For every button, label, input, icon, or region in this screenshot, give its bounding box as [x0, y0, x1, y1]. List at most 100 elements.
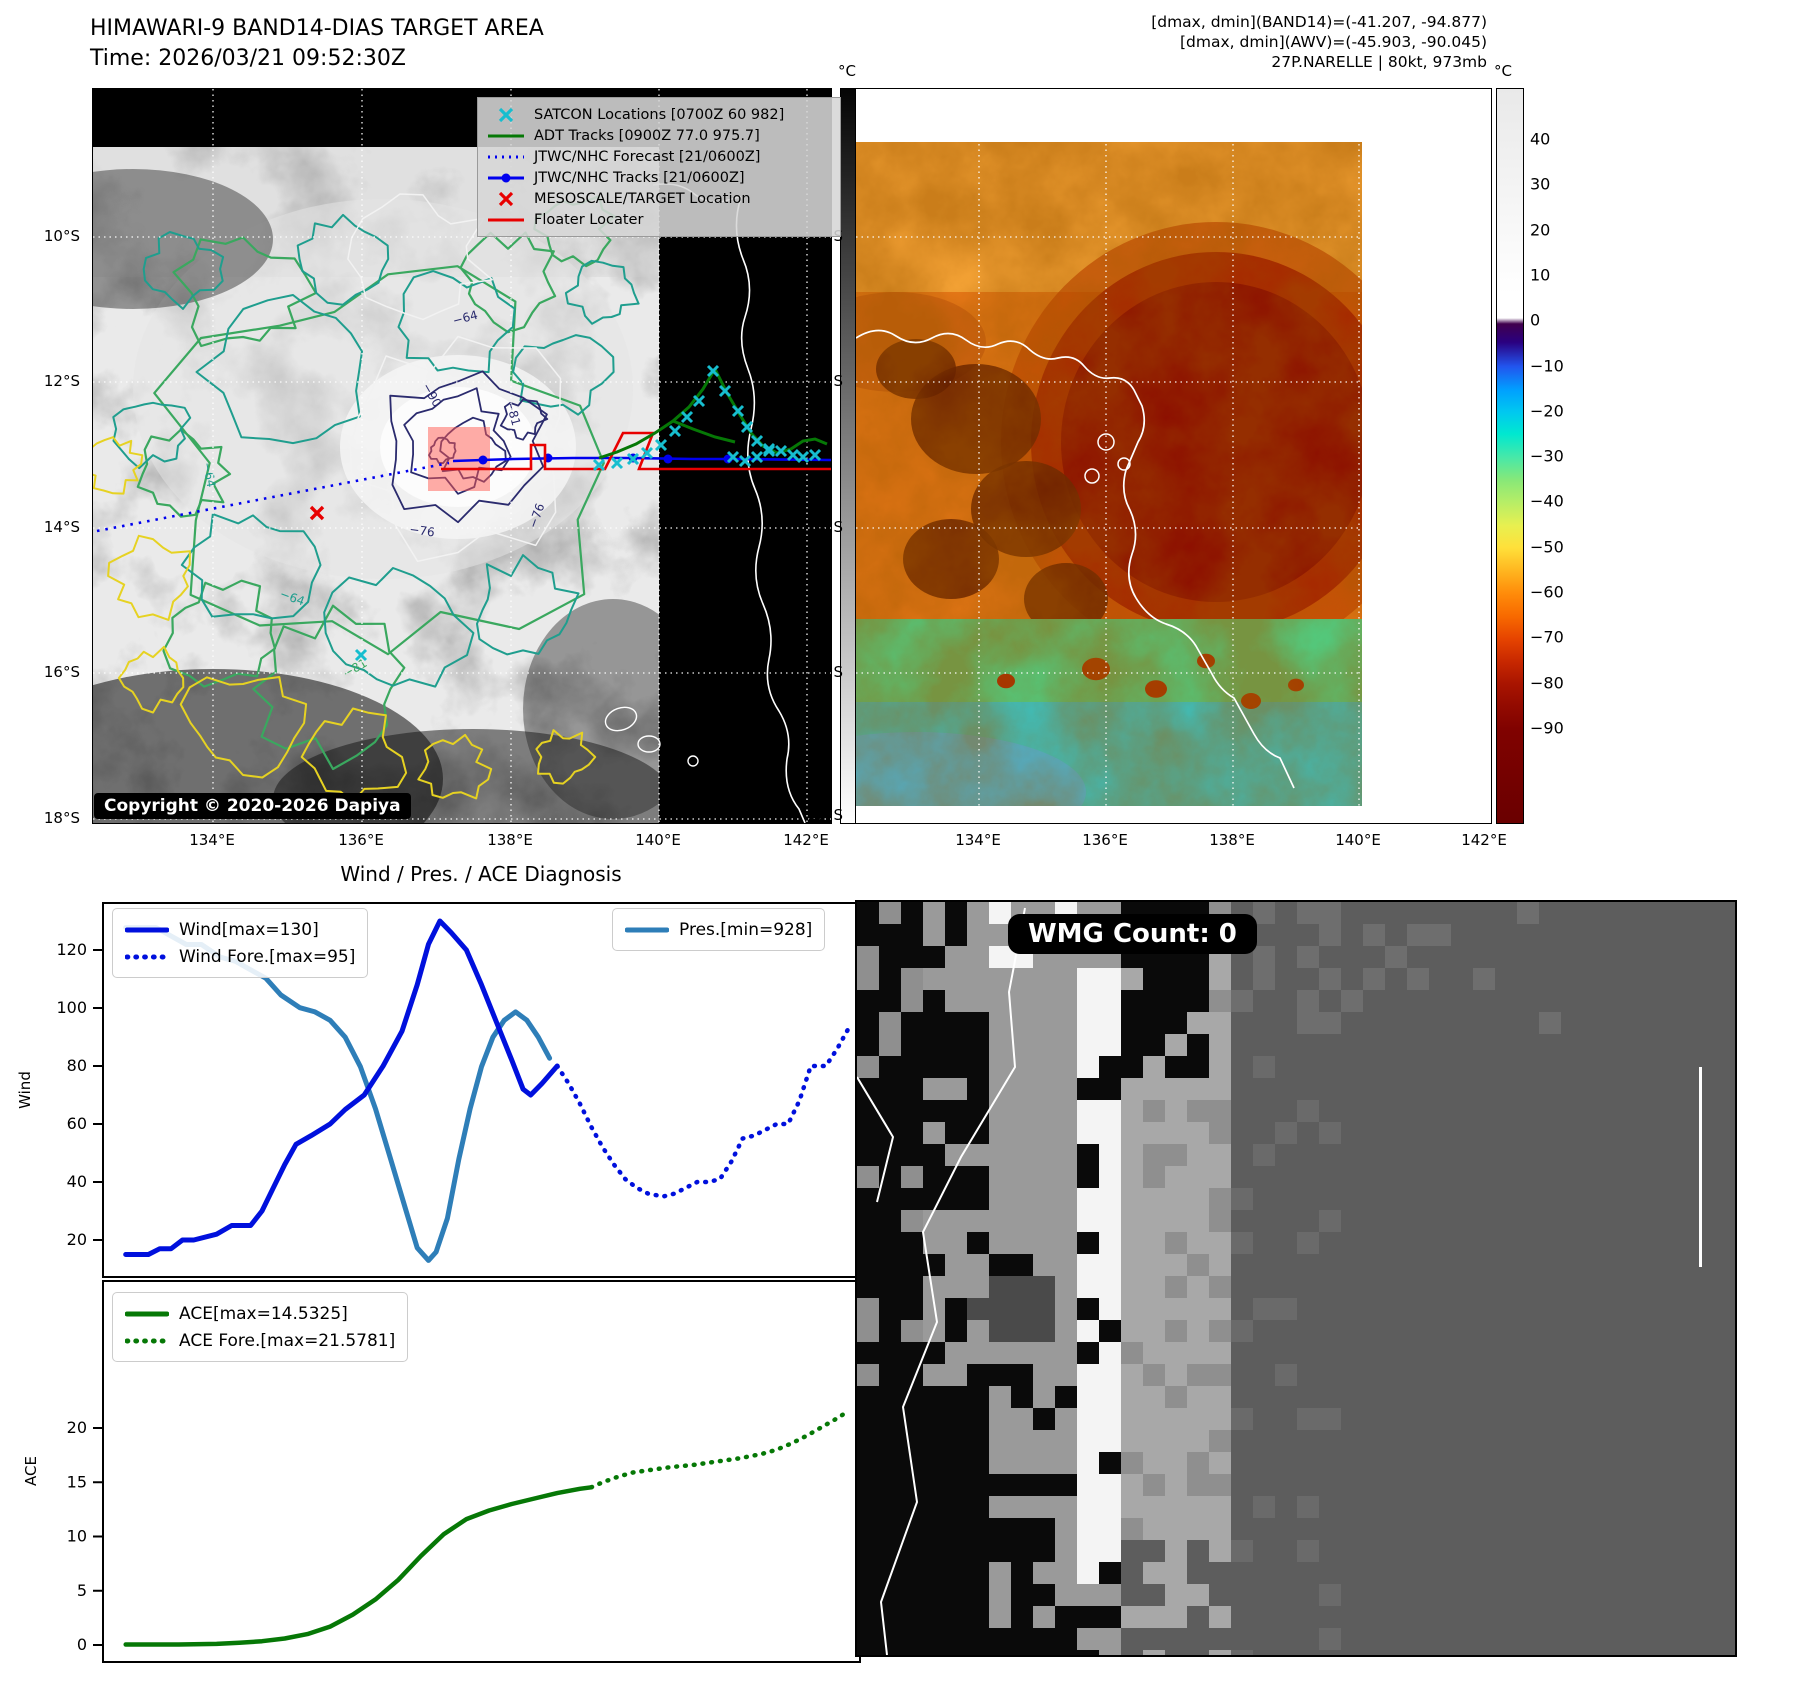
- wmg-cell: [1143, 1298, 1165, 1320]
- contour-label: −64: [200, 461, 218, 488]
- wmg-cell: [1275, 924, 1297, 946]
- wmg-cell: [967, 1364, 989, 1386]
- wmg-cell: [967, 902, 989, 924]
- wmg-cell: [923, 1474, 945, 1496]
- wmg-cell: [1319, 1540, 1341, 1562]
- wmg-cell: [1583, 1408, 1605, 1430]
- wmg-cell: [1671, 1342, 1693, 1364]
- line-shape: [354, 648, 368, 662]
- wmg-cell: [1363, 946, 1385, 968]
- wmg-cell: [1407, 1650, 1429, 1655]
- wmg-cell: [1561, 1056, 1583, 1078]
- wmg-cell: [1275, 1144, 1297, 1166]
- wmg-cell: [1143, 1518, 1165, 1540]
- wmg-cell: [1363, 1232, 1385, 1254]
- wmg-cell: [1583, 1276, 1605, 1298]
- wmg-cell: [901, 1144, 923, 1166]
- wmg-cell: [1561, 1100, 1583, 1122]
- wmg-cell: [1407, 1232, 1429, 1254]
- jtwc-track-point: [663, 454, 673, 464]
- wmg-cell: [1671, 1100, 1693, 1122]
- wmg-cell: [1341, 1562, 1363, 1584]
- wmg-cell: [945, 1562, 967, 1584]
- band14-satellite-map: −64 −81 −90 −76 −76 −64 −64 −81: [92, 88, 832, 824]
- wmg-cell: [1319, 1496, 1341, 1518]
- wmg-cell: [1495, 1430, 1517, 1452]
- contour-line: [162, 579, 276, 688]
- contour-line: [347, 193, 493, 321]
- wmg-cell: [1121, 990, 1143, 1012]
- wmg-cell: [923, 1210, 945, 1232]
- wmg-cell: [1341, 1122, 1363, 1144]
- wmg-cell: [1077, 1386, 1099, 1408]
- wmg-cell: [1121, 1364, 1143, 1386]
- wmg-cell: [1539, 1628, 1561, 1650]
- wmg-cell: [1341, 1034, 1363, 1056]
- wmg-cell: [1627, 902, 1649, 924]
- wmg-cell: [857, 924, 879, 946]
- legend-swatch-svg: [625, 927, 669, 932]
- wmg-cell: [1649, 946, 1671, 968]
- wmg-cell: [1209, 1100, 1231, 1122]
- wmg-cell: [1253, 1650, 1275, 1655]
- wmg-cell: [1231, 1628, 1253, 1650]
- wmg-cell: [901, 1518, 923, 1540]
- wmg-cell: [1473, 1188, 1495, 1210]
- wmg-panel: [855, 900, 1737, 1657]
- wmg-cell: [1275, 1452, 1297, 1474]
- wmg-cell: [945, 1606, 967, 1628]
- wmg-cell: [1605, 968, 1627, 990]
- wmg-cell: [1231, 1100, 1253, 1122]
- wmg-cell: [967, 1320, 989, 1342]
- wmg-cell: [923, 1166, 945, 1188]
- wmg-cell: [1495, 1606, 1517, 1628]
- wmg-cell: [1165, 1540, 1187, 1562]
- wmg-cell: [1231, 1144, 1253, 1166]
- wmg-cell: [1451, 968, 1473, 990]
- wmg-cell: [1385, 1606, 1407, 1628]
- wmg-cell: [901, 924, 923, 946]
- wmg-cell: [1583, 1298, 1605, 1320]
- wmg-cell: [901, 1386, 923, 1408]
- wmg-cell: [1253, 1386, 1275, 1408]
- wmg-cell: [1055, 1034, 1077, 1056]
- wmg-cell: [1143, 1650, 1165, 1655]
- wmg-cell: [1539, 1100, 1561, 1122]
- wmg-cell: [1165, 1166, 1187, 1188]
- wmg-cell: [857, 1452, 879, 1474]
- wmg-cell: [1693, 1628, 1715, 1650]
- wmg-cell: [1539, 1606, 1561, 1628]
- wmg-cell: [1011, 1474, 1033, 1496]
- band14-map-canvas: −64−81−90−76−76−64−64−81: [93, 89, 831, 823]
- wmg-cell: [1011, 1364, 1033, 1386]
- wmg-cell: [923, 990, 945, 1012]
- wmg-cell: [1715, 1474, 1735, 1496]
- wmg-cell: [1143, 1342, 1165, 1364]
- wmg-cell: [1451, 1298, 1473, 1320]
- wmg-cell: [1253, 1518, 1275, 1540]
- wmg-cell: [1187, 1232, 1209, 1254]
- wmg-cell: [1077, 968, 1099, 990]
- wmg-cell: [1011, 968, 1033, 990]
- satcon-x-marker: [706, 364, 720, 378]
- wmg-cell: [1143, 1276, 1165, 1298]
- wmg-cell: [1539, 1254, 1561, 1276]
- contour-line: [535, 729, 597, 785]
- satcon-x-marker: [740, 420, 754, 434]
- wmg-cell: [1253, 1496, 1275, 1518]
- wmg-cell: [1275, 1012, 1297, 1034]
- wmg-cell: [1231, 1562, 1253, 1584]
- wmg-cell: [1363, 1540, 1385, 1562]
- wmg-cell: [1385, 1254, 1407, 1276]
- wmg-cell: [1671, 1386, 1693, 1408]
- contour-line: [296, 213, 390, 306]
- wmg-cell: [1319, 1474, 1341, 1496]
- satcon-x-marker: [731, 404, 745, 418]
- legend-item-label: JTWC/NHC Tracks [21/0600Z]: [534, 169, 745, 186]
- wmg-cell: [1693, 1540, 1715, 1562]
- contour-line: [252, 604, 406, 771]
- wmg-cell: [1473, 1606, 1495, 1628]
- wmg-cell: [1693, 990, 1715, 1012]
- y-tick-label: 60: [67, 1114, 87, 1133]
- wmg-cell: [1143, 1628, 1165, 1650]
